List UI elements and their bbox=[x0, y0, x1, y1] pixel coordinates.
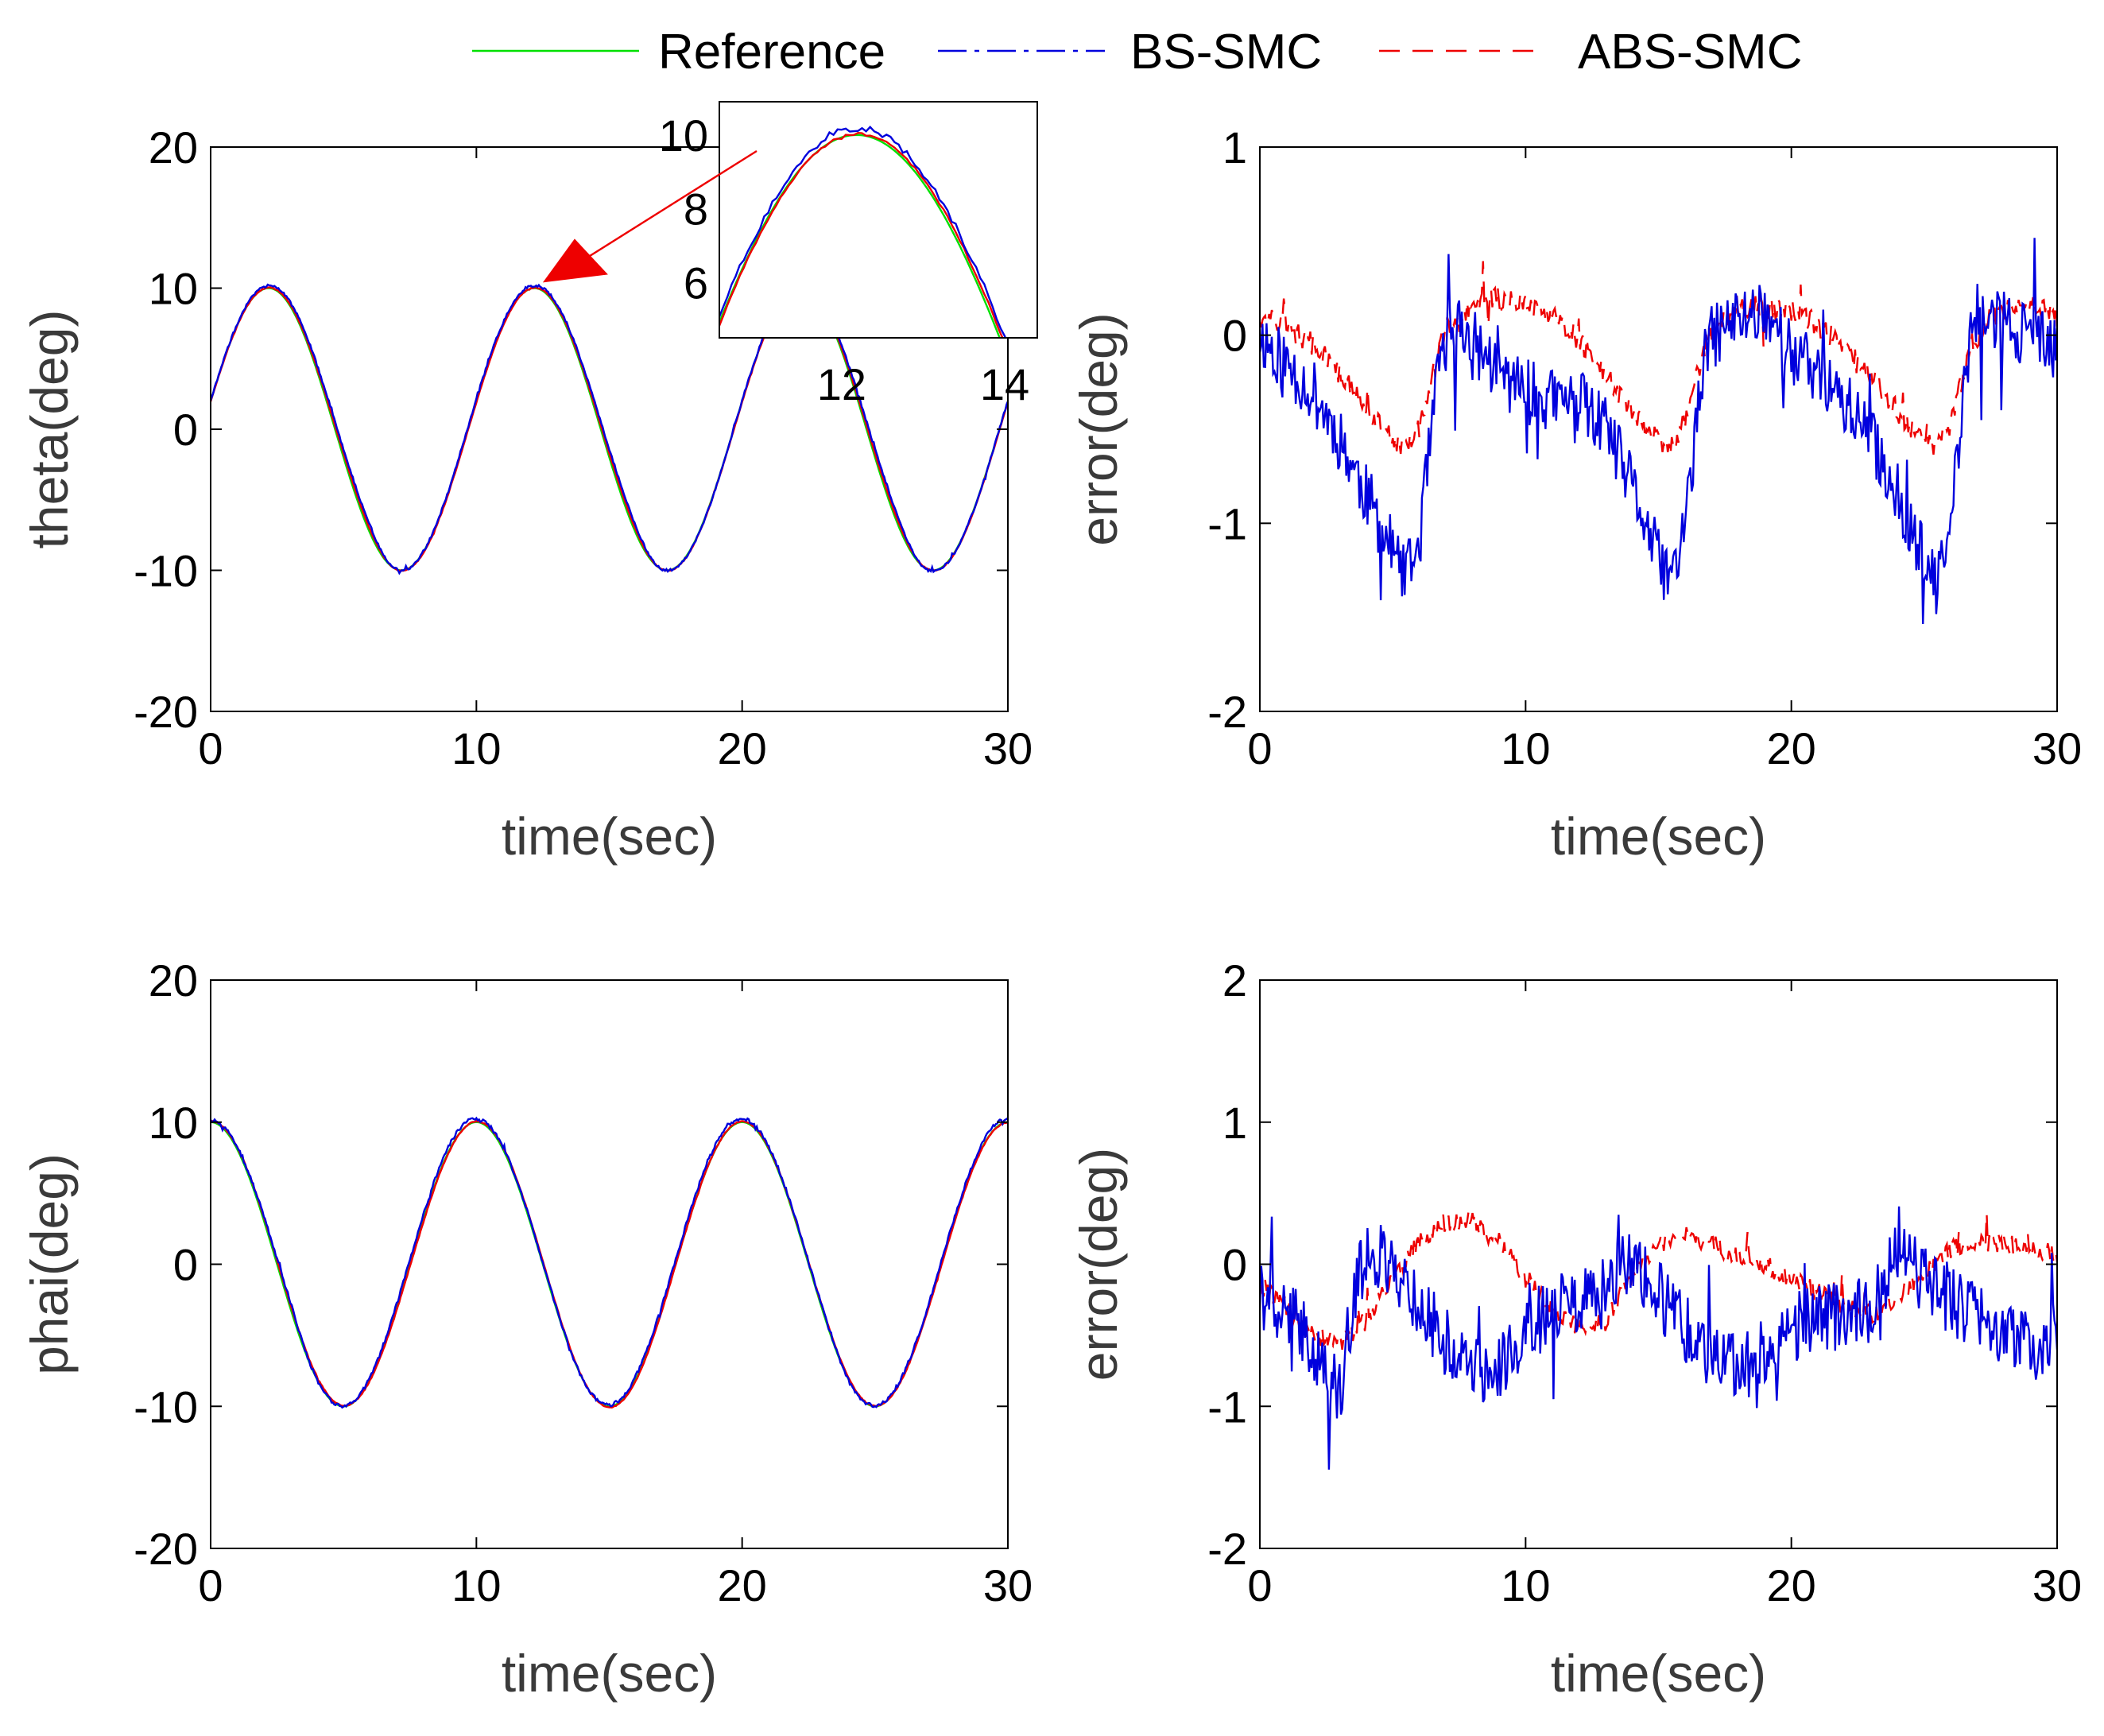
y-tick-label: 10 bbox=[149, 1098, 198, 1148]
y-tick-label: -10 bbox=[134, 546, 198, 596]
y-tick-label: -1 bbox=[1207, 498, 1247, 548]
x-tick-label: 0 bbox=[1247, 1560, 1272, 1610]
zoom-arrow-head bbox=[542, 238, 608, 283]
inset-frame bbox=[719, 101, 1038, 339]
y-tick-label: -20 bbox=[134, 687, 198, 737]
legend-label: ABS-SMC bbox=[1578, 25, 1802, 79]
y-tick-label: 20 bbox=[149, 955, 198, 1006]
zoom-arrow-shaft bbox=[562, 149, 758, 274]
inset-y-tick-label: 10 bbox=[659, 110, 708, 161]
x-tick-label: 30 bbox=[2032, 723, 2082, 773]
y-tick-label: 0 bbox=[1222, 311, 1247, 361]
plot-frame bbox=[1259, 146, 2058, 712]
y-axis-label: theta(deg) bbox=[20, 310, 79, 549]
y-tick-label: 1 bbox=[1222, 1098, 1247, 1148]
x-tick-label: 30 bbox=[983, 1560, 1033, 1610]
inset-x-tick-label: 14 bbox=[980, 359, 1029, 409]
theta-error-chart: 0 10 20 30 -2 -1 0 1 time(sec) error(deg) bbox=[1069, 122, 2082, 866]
series-line-abs-smc bbox=[211, 286, 1008, 572]
y-axis-label: error(deg) bbox=[1069, 1148, 1128, 1381]
x-tick-label: 30 bbox=[2032, 1560, 2082, 1610]
y-tick-label: 10 bbox=[149, 264, 198, 314]
legend-label: BS-SMC bbox=[1130, 25, 1322, 79]
y-tick-label: -1 bbox=[1207, 1381, 1247, 1432]
phai-error-chart: 0 10 20 30 -2 -1 0 1 2 time(sec) error(deg) bbox=[1069, 955, 2082, 1703]
x-axis-label: time(sec) bbox=[502, 1644, 717, 1703]
y-tick-label: 0 bbox=[1222, 1240, 1247, 1290]
series-line-reference bbox=[211, 1121, 1008, 1408]
y-tick-label: 1 bbox=[1222, 122, 1247, 172]
series-line-bs-smc bbox=[1260, 1206, 2057, 1470]
x-tick-label: 30 bbox=[983, 723, 1033, 773]
x-tick-label: 10 bbox=[451, 723, 501, 773]
zoom-inset: 12 14 6 8 10 bbox=[542, 101, 1038, 409]
x-tick-label: 10 bbox=[1501, 1560, 1550, 1610]
y-axis-label: phai(deg) bbox=[20, 1153, 79, 1375]
y-tick-label: 0 bbox=[173, 405, 198, 455]
x-tick-label: 10 bbox=[1501, 723, 1550, 773]
x-tick-label: 0 bbox=[198, 723, 223, 773]
series-line-reference bbox=[211, 287, 1008, 572]
y-tick-label: 0 bbox=[173, 1240, 198, 1290]
series-line-abs-smc bbox=[1260, 261, 2057, 456]
plot-frame bbox=[210, 979, 1009, 1549]
y-tick-label: 2 bbox=[1222, 955, 1247, 1006]
legend-label: Reference bbox=[658, 25, 885, 79]
x-tick-label: 0 bbox=[1247, 723, 1272, 773]
x-axis-label: time(sec) bbox=[502, 807, 717, 866]
y-axis-label: error(deg) bbox=[1069, 312, 1128, 545]
series-line-abs-smc bbox=[211, 1119, 1008, 1409]
x-tick-label: 20 bbox=[718, 723, 767, 773]
inset-y-tick-label: 6 bbox=[684, 258, 708, 308]
x-tick-label: 20 bbox=[1767, 723, 1816, 773]
x-tick-label: 20 bbox=[718, 1560, 767, 1610]
x-tick-label: 10 bbox=[451, 1560, 501, 1610]
x-tick-label: 20 bbox=[1767, 1560, 1816, 1610]
y-tick-label: 20 bbox=[149, 122, 198, 172]
series-line-bs-smc bbox=[211, 283, 1008, 575]
y-tick-label: -10 bbox=[134, 1381, 198, 1432]
series-line-bs-smc bbox=[1260, 238, 2057, 625]
series-line-abs-smc bbox=[1260, 1211, 2057, 1350]
legend: Reference BS-SMC ABS-SMC bbox=[472, 25, 1802, 79]
inset-y-tick-label: 8 bbox=[684, 184, 708, 234]
x-axis-label: time(sec) bbox=[1551, 807, 1766, 866]
inset-x-tick-label: 12 bbox=[817, 359, 866, 409]
y-tick-label: -2 bbox=[1207, 687, 1247, 737]
series-line-bs-smc bbox=[211, 1116, 1008, 1409]
y-tick-label: -2 bbox=[1207, 1524, 1247, 1574]
x-tick-label: 0 bbox=[198, 1560, 223, 1610]
y-tick-label: -20 bbox=[134, 1524, 198, 1574]
x-axis-label: time(sec) bbox=[1551, 1644, 1766, 1703]
